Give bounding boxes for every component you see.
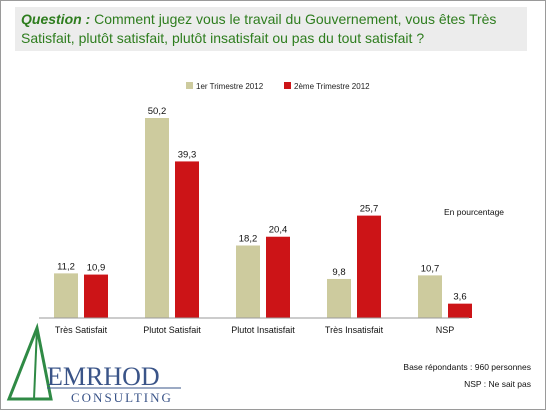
logo-name: EMRHOD <box>47 362 160 391</box>
bar-group: 11,2 10,9 50,2 39,3 18,2 20,4 9,8 25,7 10,7 3,6 <box>54 106 472 318</box>
chart-annotation: En pourcentage <box>444 207 504 217</box>
logo-triangle-inner <box>33 327 38 400</box>
data-label-series-1-cat-5: 10,7 <box>421 263 440 274</box>
bar-series-2-cat-4 <box>357 215 381 318</box>
data-label-series-2-cat-4: 25,7 <box>360 204 379 215</box>
data-label-series-2-cat-5: 3,6 <box>453 292 466 303</box>
data-label-series-1-cat-3: 18,2 <box>239 233 258 244</box>
logo-sub: CONSULTING <box>71 390 173 405</box>
bar-series-1-cat-5 <box>418 275 442 318</box>
bar-series-2-cat-2 <box>175 161 199 318</box>
category-label-4: Très Insatisfait <box>325 325 384 335</box>
legend-swatch-series-2 <box>284 82 291 89</box>
legend-label-series-2: 2ème Trimestre 2012 <box>294 82 370 91</box>
question-box: Question : Comment jugez vous le travail… <box>15 7 527 51</box>
bar-series-1-cat-1 <box>54 273 78 318</box>
footer-notes: Base répondants : 960 personnes NSP : Ne… <box>331 359 531 393</box>
base-note: Base répondants : 960 personnes <box>403 362 531 372</box>
question-label: Question : <box>21 11 91 27</box>
data-label-series-2-cat-2: 39,3 <box>178 149 197 160</box>
nsp-note: NSP : Ne sait pas <box>464 379 531 389</box>
emrhod-logo: EMRHOD CONSULTING <box>6 322 181 405</box>
category-label-5: NSP <box>436 325 455 335</box>
data-label-series-1-cat-1: 11,2 <box>57 261 75 272</box>
data-label-series-2-cat-1: 10,9 <box>87 263 106 274</box>
question-text: Comment jugez vous le travail du Gouvern… <box>21 11 497 46</box>
data-label-series-2-cat-3: 20,4 <box>269 225 288 236</box>
category-label-1: Très Satisfait <box>55 325 108 335</box>
category-labels: Très Satisfait Plutot Satisfait Plutot Ins… <box>55 325 454 335</box>
legend-label-series-1: 1er Trimestre 2012 <box>196 82 264 91</box>
category-label-3: Plutot Insatisfait <box>231 325 295 335</box>
data-label-series-1-cat-4: 9,8 <box>332 267 345 278</box>
bar-series-1-cat-4 <box>327 278 351 318</box>
category-label-2: Plutot Satisfait <box>143 325 201 335</box>
data-label-series-1-cat-2: 50,2 <box>148 106 167 117</box>
bar-series-2-cat-1 <box>84 274 108 318</box>
bar-series-2-cat-5 <box>448 303 472 318</box>
bar-series-1-cat-2 <box>145 118 169 318</box>
chart-legend: 1er Trimestre 2012 2ème Trimestre 2012 <box>186 82 370 91</box>
legend-swatch-series-1 <box>186 82 193 89</box>
logo-triangle <box>6 322 53 401</box>
bar-series-1-cat-3 <box>236 245 260 318</box>
bar-series-2-cat-3 <box>266 236 290 318</box>
